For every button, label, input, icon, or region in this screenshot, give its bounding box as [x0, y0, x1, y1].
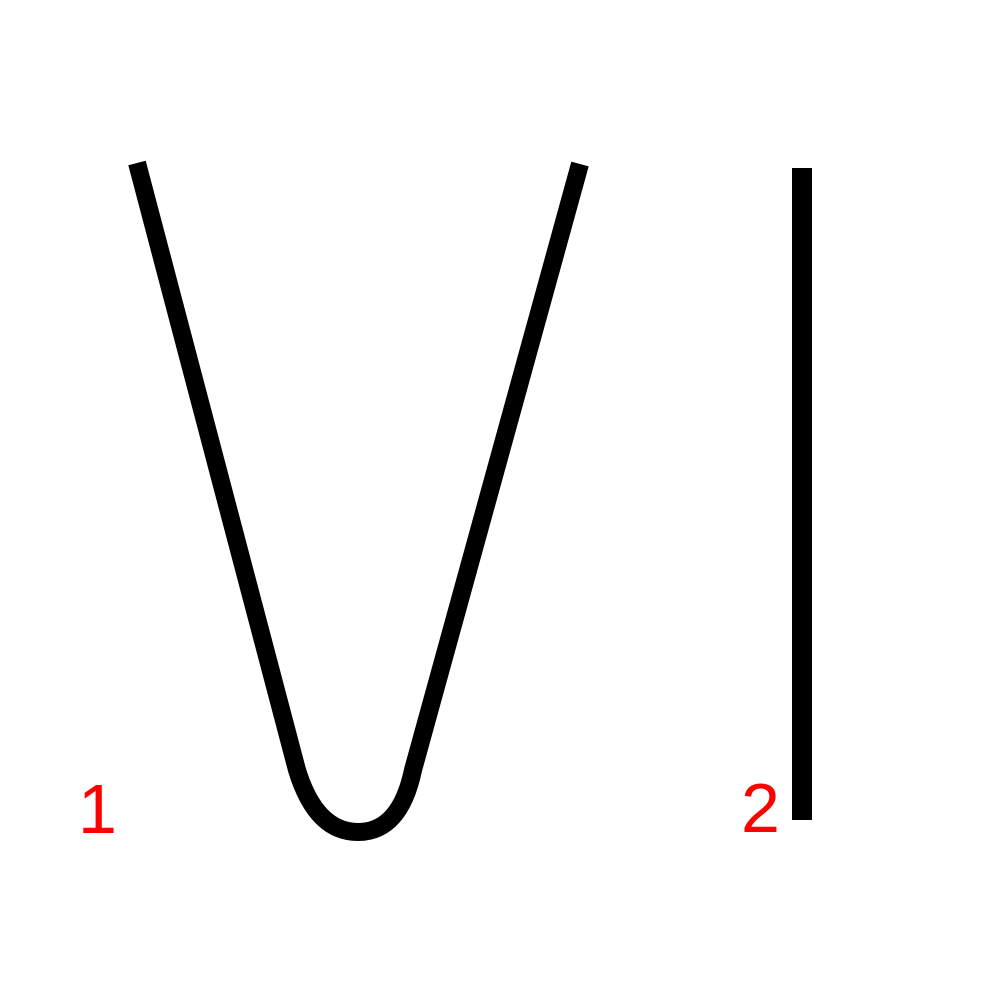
figure-1-label: 1: [78, 770, 117, 848]
figure-2-label: 2: [741, 769, 780, 847]
u-curve-shape: [128, 160, 589, 841]
figure-2: 2: [741, 168, 812, 847]
figure-1: 1: [78, 160, 589, 848]
